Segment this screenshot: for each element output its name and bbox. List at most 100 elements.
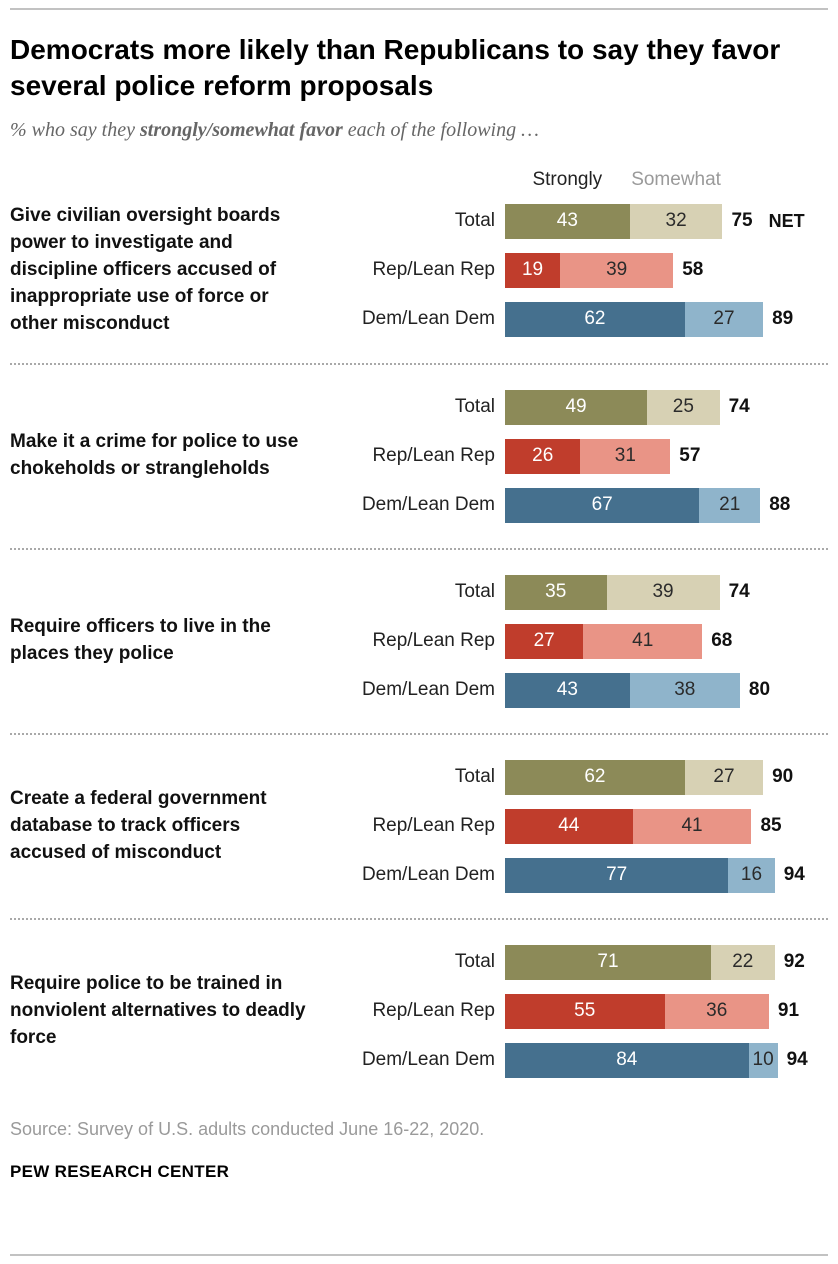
somewhat-segment: 31	[580, 438, 671, 474]
net-value: 89	[772, 308, 794, 330]
question-text: Require officers to live in the places t…	[10, 616, 271, 665]
stacked-bar: 49 25 74	[505, 389, 750, 425]
net-value: 57	[679, 445, 701, 467]
chart-title: Democrats more likely than Republicans t…	[10, 34, 781, 102]
proposal-group: Give civilian oversight boards power to …	[10, 197, 828, 365]
bar-row: Rep/Lean Rep 19 39 58	[328, 252, 828, 288]
bar-row: Total 49 25 74	[328, 389, 828, 425]
bar-rows: Total 62 27 90 Rep/Lean Rep 44 41 85 Dem/Lean De…	[328, 759, 828, 893]
bar-row: Rep/Lean Rep 44 41 85	[328, 808, 828, 844]
somewhat-segment: 25	[647, 389, 720, 425]
net-value: 92	[783, 951, 805, 973]
row-label: Total	[454, 210, 495, 232]
legend-row: Strongly Somewhat	[10, 168, 828, 191]
row-label: Dem/Lean Dem	[361, 1049, 495, 1071]
stacked-bar: 19 39 58	[505, 252, 704, 288]
legend-somewhat-label: Somewhat	[631, 168, 721, 190]
bar-row: Total 62 27 90	[328, 759, 828, 795]
somewhat-segment: 41	[583, 623, 703, 659]
chart-groups: Give civilian oversight boards power to …	[10, 197, 828, 1103]
net-value: 80	[748, 679, 771, 701]
question-text: Require police to be trained in nonviole…	[10, 972, 306, 1048]
question-text: Make it a crime for police to use chokeh…	[10, 431, 299, 480]
strongly-segment: 44	[505, 808, 633, 844]
bar-rows: Total 71 22 92 Rep/Lean Rep 55 36 91 Dem/Lean De…	[328, 944, 828, 1078]
net-value: 58	[682, 259, 704, 281]
bottom-divider	[10, 1254, 828, 1256]
net-value: 88	[769, 494, 791, 516]
net-value: 94	[783, 864, 805, 886]
bar-row: Dem/Lean Dem 67 21 88	[328, 487, 828, 523]
somewhat-segment: 10	[748, 1042, 778, 1078]
bar-row: Total 35 39 74	[328, 574, 828, 610]
strongly-segment: 62	[505, 301, 685, 337]
subtitle-prefix: % who say they	[10, 118, 140, 141]
row-label: Rep/Lean Rep	[372, 1000, 495, 1022]
row-label: Dem/Lean Dem	[361, 864, 495, 886]
strongly-segment: 43	[505, 203, 630, 239]
somewhat-segment: 32	[629, 203, 723, 239]
chart-subtitle: % who say they strongly/somewhat favor e…	[10, 119, 828, 142]
subtitle-emphasis: strongly/somewhat favor	[139, 118, 343, 141]
row-label: Total	[454, 951, 495, 973]
stacked-bar: 62 27 89	[505, 301, 794, 337]
proposal-group: Create a federal government database to …	[10, 735, 828, 920]
somewhat-segment: 27	[684, 759, 764, 795]
row-label: Rep/Lean Rep	[372, 815, 495, 837]
net-value: 75	[731, 210, 753, 232]
stacked-bar: 43 32 75 NET	[505, 203, 805, 239]
row-label: Dem/Lean Dem	[361, 308, 495, 330]
row-label: Total	[454, 396, 495, 418]
strongly-segment: 26	[505, 438, 581, 474]
bar-rows: Total 35 39 74 Rep/Lean Rep 27 41 68 Dem/Lean De…	[328, 574, 828, 708]
somewhat-segment: 21	[699, 487, 761, 523]
bar-row: Rep/Lean Rep 55 36 91	[328, 993, 828, 1029]
strongly-segment: 55	[505, 993, 665, 1029]
bar-rows: Total 49 25 74 Rep/Lean Rep 26 31 57 Dem/Lean De…	[328, 389, 828, 523]
bar-row: Dem/Lean Dem 77 16 94	[328, 857, 828, 893]
row-label: Rep/Lean Rep	[372, 445, 495, 467]
source-note: Source: Survey of U.S. adults conducted …	[10, 1118, 485, 1139]
net-value: 68	[711, 630, 733, 652]
stacked-bar: 26 31 57	[505, 438, 701, 474]
bar-row: Dem/Lean Dem 43 38 80	[328, 672, 828, 708]
net-value: 91	[777, 1000, 800, 1022]
bar-row: Total 43 32 75 NET	[328, 203, 828, 239]
net-value: 90	[772, 766, 794, 788]
somewhat-segment: 39	[560, 252, 674, 288]
net-value: 85	[760, 815, 782, 837]
somewhat-segment: 27	[684, 301, 764, 337]
proposal-group: Require officers to live in the places t…	[10, 550, 828, 735]
stacked-bar: 55 36 91	[505, 993, 800, 1029]
stacked-bar: 71 22 92	[505, 944, 805, 980]
somewhat-segment: 22	[710, 944, 775, 980]
stacked-bar: 84 10 94	[505, 1042, 808, 1078]
stacked-bar: 44 41 85	[505, 808, 782, 844]
strongly-segment: 84	[505, 1042, 749, 1078]
somewhat-segment: 39	[606, 574, 720, 610]
strongly-segment: 35	[505, 574, 607, 610]
strongly-segment: 43	[505, 672, 630, 708]
bar-rows: Total 43 32 75 NET Rep/Lean Rep 19 39 58 Dem/Lean…	[328, 203, 828, 337]
bar-row: Dem/Lean Dem 62 27 89	[328, 301, 828, 337]
stacked-bar: 77 16 94	[505, 857, 805, 893]
net-value: 74	[728, 396, 750, 418]
net-value: 74	[728, 581, 750, 603]
proposal-group: Require police to be trained in nonviole…	[10, 920, 828, 1103]
stacked-bar: 35 39 74	[505, 574, 750, 610]
top-divider	[10, 8, 828, 10]
somewhat-segment: 16	[728, 857, 775, 893]
strongly-segment: 67	[505, 487, 700, 523]
question-text: Create a federal government database to …	[10, 787, 267, 863]
legend-strongly-label: Strongly	[532, 168, 603, 190]
row-label: Dem/Lean Dem	[361, 679, 495, 701]
strongly-segment: 77	[505, 857, 729, 893]
somewhat-segment: 38	[629, 672, 740, 708]
net-value: 94	[786, 1049, 808, 1071]
question-text: Give civilian oversight boards power to …	[10, 204, 281, 334]
row-label: Total	[454, 581, 495, 603]
bar-row: Dem/Lean Dem 84 10 94	[328, 1042, 828, 1078]
strongly-segment: 62	[505, 759, 685, 795]
row-label: Rep/Lean Rep	[372, 630, 495, 652]
stacked-bar: 43 38 80	[505, 672, 771, 708]
